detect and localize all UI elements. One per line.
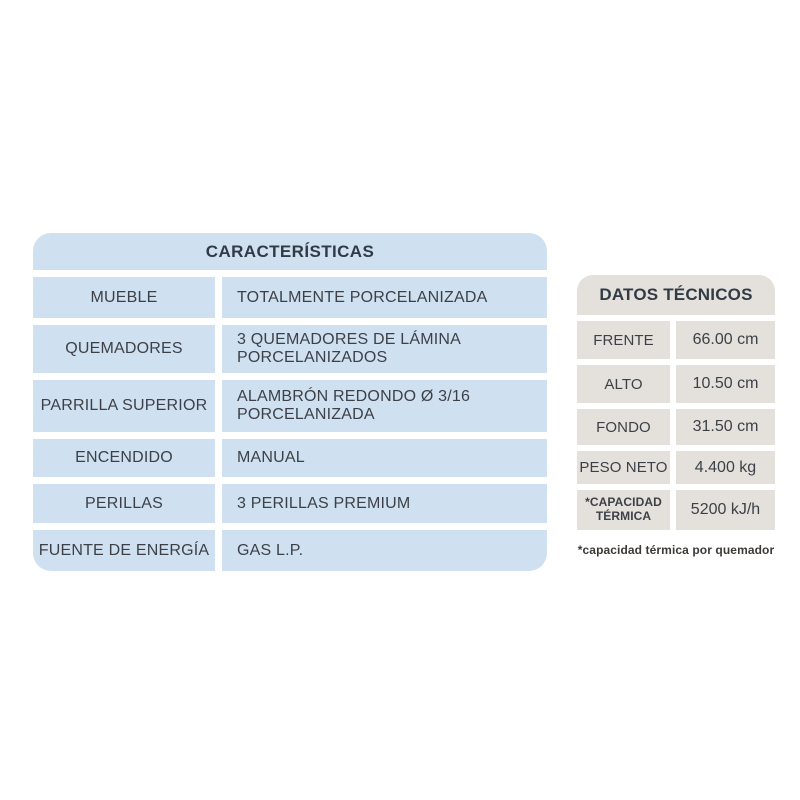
- caracteristicas-title: CARACTERÍSTICAS: [205, 241, 375, 261]
- table-row-perillas: PERILLAS 3 PERILLAS PREMIUM: [33, 484, 547, 523]
- row-value: TOTALMENTE PORCELANIZADA: [222, 277, 547, 318]
- caracteristicas-header: CARACTERÍSTICAS: [33, 233, 547, 270]
- row-label: PARRILLA SUPERIOR: [33, 380, 215, 432]
- row-label: FRENTE: [577, 321, 670, 359]
- table-row-peso-neto: PESO NETO 4.400 kg: [577, 451, 775, 484]
- datos-tecnicos-header: DATOS TÉCNICOS: [577, 275, 775, 315]
- row-label: PESO NETO: [577, 451, 670, 484]
- table-row-capacidad-termica: *CAPACIDAD TÉRMICA 5200 kJ/h: [577, 490, 775, 530]
- row-label: FUENTE DE ENERGÍA: [33, 530, 215, 571]
- row-value: MANUAL: [222, 439, 547, 477]
- datos-tecnicos-title: DATOS TÉCNICOS: [599, 285, 753, 304]
- table-row-fondo: FONDO 31.50 cm: [577, 409, 775, 445]
- row-value: ALAMBRÓN REDONDO Ø 3/16 PORCELANIZADA: [222, 380, 547, 432]
- row-label: QUEMADORES: [33, 325, 215, 373]
- row-value: 31.50 cm: [676, 409, 775, 445]
- row-value: 3 QUEMADORES DE LÁMINA PORCELANIZADOS: [222, 325, 547, 373]
- datos-tecnicos-table: DATOS TÉCNICOS FRENTE 66.00 cm ALTO 10.5…: [577, 275, 775, 557]
- row-value: GAS L.P.: [222, 530, 547, 571]
- row-value: 66.00 cm: [676, 321, 775, 359]
- table-row-fuente-energia: FUENTE DE ENERGÍA GAS L.P.: [33, 530, 547, 571]
- table-row-alto: ALTO 10.50 cm: [577, 365, 775, 403]
- row-label: FONDO: [577, 409, 670, 445]
- row-label: ALTO: [577, 365, 670, 403]
- row-label: ENCENDIDO: [33, 439, 215, 477]
- table-row-mueble: MUEBLE TOTALMENTE PORCELANIZADA: [33, 277, 547, 318]
- row-value: 3 PERILLAS PREMIUM: [222, 484, 547, 523]
- row-label: *CAPACIDAD TÉRMICA: [577, 490, 670, 530]
- row-value: 5200 kJ/h: [676, 490, 775, 530]
- table-row-quemadores: QUEMADORES 3 QUEMADORES DE LÁMINA PORCEL…: [33, 325, 547, 373]
- row-value: 10.50 cm: [676, 365, 775, 403]
- row-label: MUEBLE: [33, 277, 215, 318]
- caracteristicas-table: CARACTERÍSTICAS MUEBLE TOTALMENTE PORCEL…: [33, 233, 547, 571]
- row-label: PERILLAS: [33, 484, 215, 523]
- row-value: 4.400 kg: [676, 451, 775, 484]
- capacidad-termica-footnote: *capacidad térmica por quemador: [577, 543, 775, 557]
- table-row-parrilla-superior: PARRILLA SUPERIOR ALAMBRÓN REDONDO Ø 3/1…: [33, 380, 547, 432]
- table-row-encendido: ENCENDIDO MANUAL: [33, 439, 547, 477]
- table-row-frente: FRENTE 66.00 cm: [577, 321, 775, 359]
